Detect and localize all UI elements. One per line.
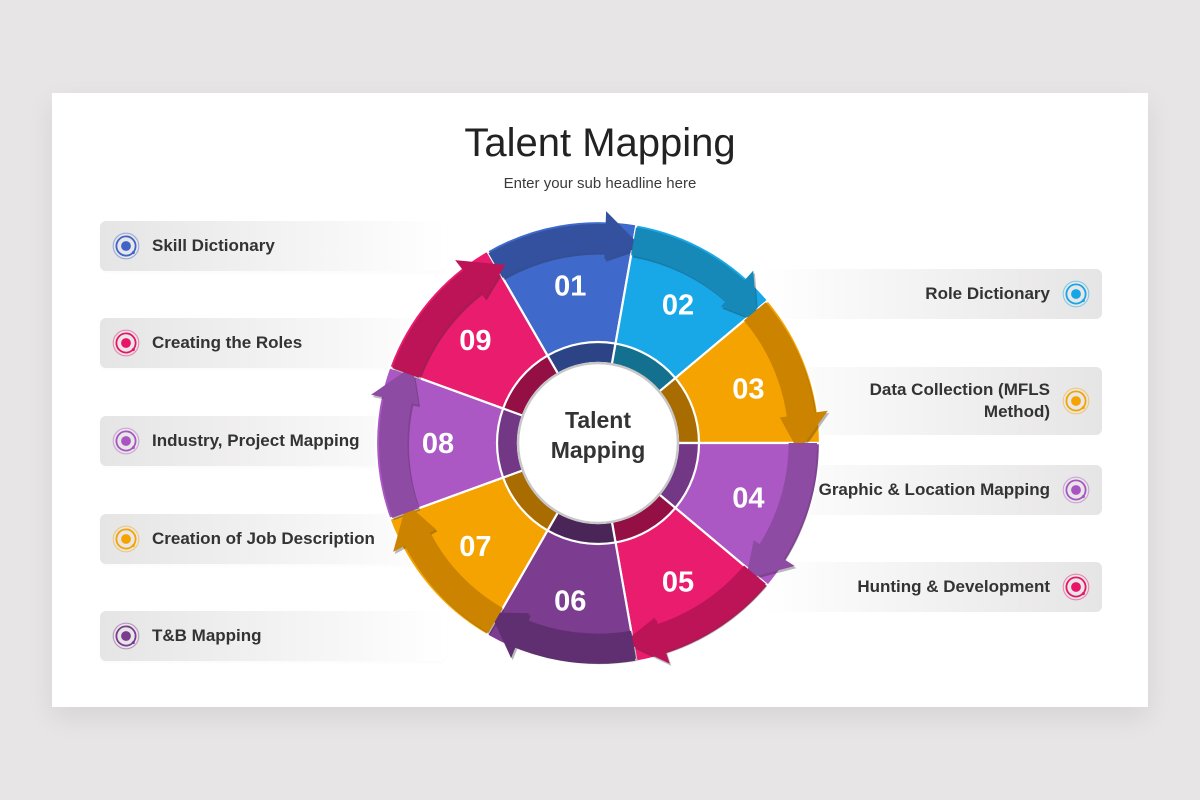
svg-text:01: 01 [554,270,586,302]
svg-text:06: 06 [554,586,586,618]
svg-text:05: 05 [662,567,694,599]
svg-text:09: 09 [459,325,491,357]
svg-text:02: 02 [662,289,694,321]
svg-text:07: 07 [459,531,491,563]
svg-text:08: 08 [422,428,454,460]
svg-text:03: 03 [732,373,764,405]
svg-text:04: 04 [732,483,764,515]
